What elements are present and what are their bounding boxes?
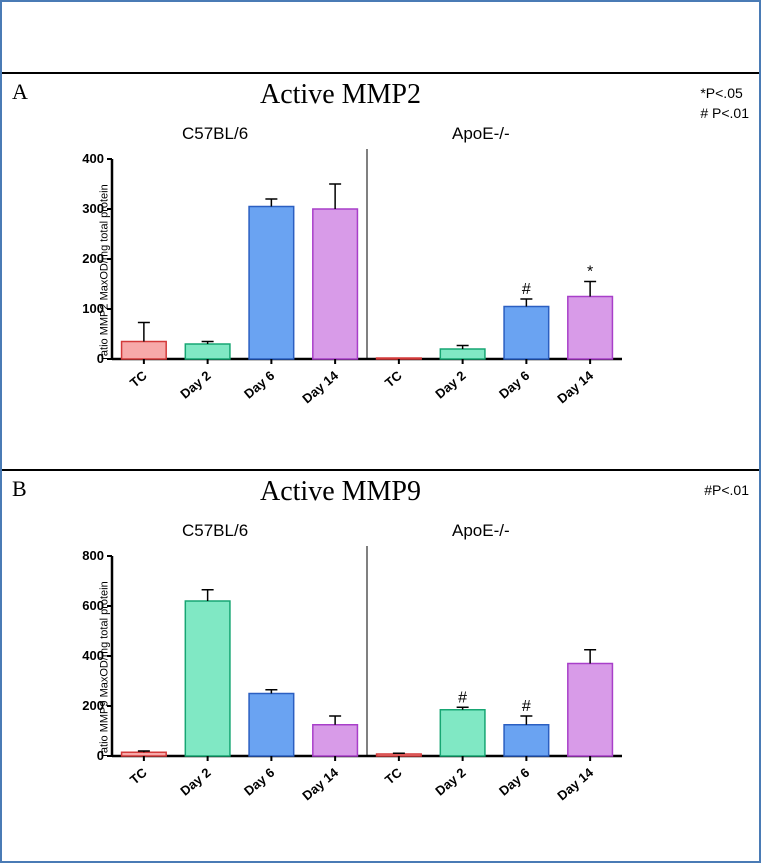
svg-text:Day 14: Day 14 — [299, 764, 341, 803]
panel-b-svg: 0200400600800TCDay 2Day 6Day 14TC#Day 2#… — [72, 546, 632, 826]
panel-b-title: Active MMP9 — [2, 476, 679, 508]
p-annot-line: #P<.01 — [704, 481, 749, 501]
panel-b-plot: ratio MMP9 MaxOD/mg total protein 020040… — [72, 546, 632, 791]
group2-label: ApoE-/- — [452, 521, 510, 541]
svg-text:Day 6: Day 6 — [241, 368, 277, 402]
panel-a-plot: ratio MMP2 MaxOD/mg total protein 010020… — [72, 149, 632, 394]
svg-text:Day 2: Day 2 — [432, 368, 468, 402]
svg-text:TC: TC — [127, 367, 150, 390]
panel-a-title: Active MMP2 — [2, 79, 679, 111]
svg-text:400: 400 — [82, 151, 104, 166]
p-annot-line: *P<.05 — [700, 84, 749, 104]
svg-text:TC: TC — [382, 367, 405, 390]
panel-a: A Active MMP2 *P<.05 # P<.01 C57BL/6 Apo… — [2, 74, 759, 469]
group2-label: ApoE-/- — [452, 124, 510, 144]
svg-text:Day 6: Day 6 — [496, 368, 532, 402]
svg-text:800: 800 — [82, 548, 104, 563]
svg-text:Day 6: Day 6 — [496, 765, 532, 799]
svg-text:Day 14: Day 14 — [299, 367, 341, 406]
svg-text:#: # — [522, 698, 531, 715]
svg-text:#: # — [522, 281, 531, 298]
panel-a-chart: C57BL/6 ApoE-/- ratio MMP2 MaxOD/mg tota… — [72, 124, 632, 394]
svg-text:#: # — [458, 689, 467, 706]
top-blank-region — [2, 2, 759, 74]
p-annot-line: # P<.01 — [700, 104, 749, 124]
svg-text:Day 14: Day 14 — [554, 367, 596, 406]
y-axis-title: ratio MMP9 MaxOD/mg total protein — [99, 581, 111, 756]
panel-b: B Active MMP9 #P<.01 C57BL/6 ApoE-/- rat… — [2, 469, 759, 864]
svg-text:Day 2: Day 2 — [177, 368, 213, 402]
svg-text:*: * — [587, 264, 593, 281]
figure-page: A Active MMP2 *P<.05 # P<.01 C57BL/6 Apo… — [0, 0, 761, 863]
panel-b-p-annotations: #P<.01 — [704, 481, 749, 501]
svg-text:Day 14: Day 14 — [554, 764, 596, 803]
panel-b-chart: C57BL/6 ApoE-/- ratio MMP9 MaxOD/mg tota… — [72, 521, 632, 791]
svg-text:Day 2: Day 2 — [177, 765, 213, 799]
group1-label: C57BL/6 — [182, 124, 248, 144]
svg-text:TC: TC — [127, 764, 150, 787]
panel-a-svg: 0100200300400TCDay 2Day 6Day 14TCDay 2#D… — [72, 149, 632, 429]
svg-text:TC: TC — [382, 764, 405, 787]
svg-text:Day 6: Day 6 — [241, 765, 277, 799]
group1-label: C57BL/6 — [182, 521, 248, 541]
svg-text:Day 2: Day 2 — [432, 765, 468, 799]
panel-a-p-annotations: *P<.05 # P<.01 — [700, 84, 749, 123]
y-axis-title: ratio MMP2 MaxOD/mg total protein — [99, 184, 111, 359]
